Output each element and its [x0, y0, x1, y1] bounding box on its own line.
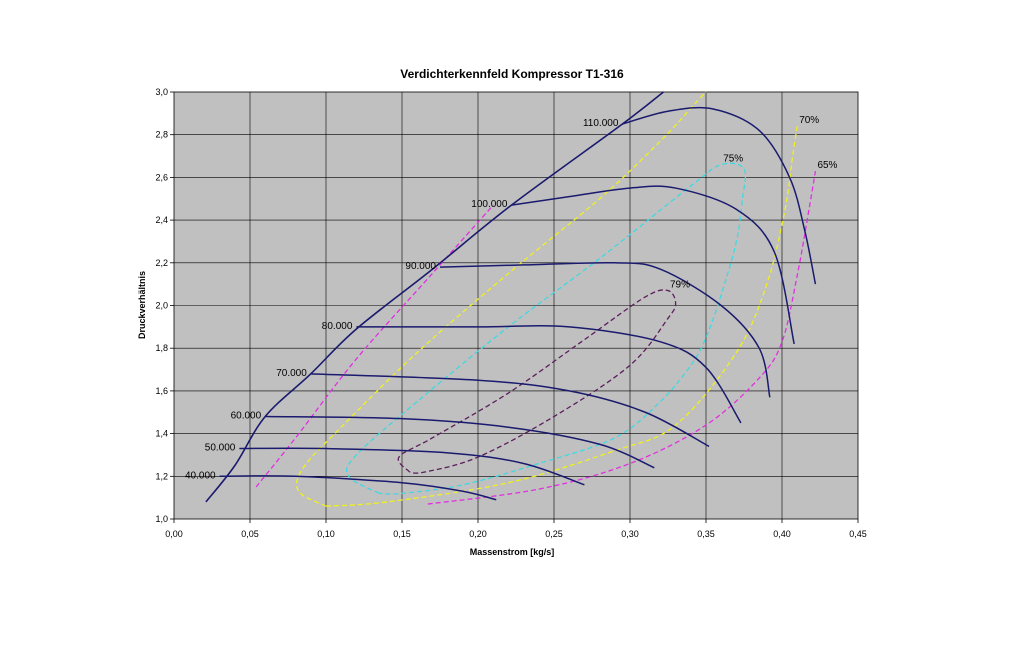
x-tick-label: 0,00 [165, 529, 183, 539]
y-tick-label: 2,2 [155, 258, 168, 268]
x-axis-title: Massenstrom [kg/s] [470, 547, 555, 557]
surge-line [205, 91, 664, 503]
x-tick-label: 0,40 [773, 529, 791, 539]
x-tick-label: 0,20 [469, 529, 487, 539]
speed-line-40000 [219, 475, 497, 501]
speed-line-80000 [356, 325, 742, 424]
efficiency-label: 75% [723, 154, 743, 165]
speed-lines [205, 91, 817, 503]
efficiency-label: 70% [799, 115, 819, 126]
x-tick-label: 0,35 [697, 529, 715, 539]
y-tick-label: 2,8 [155, 130, 168, 140]
y-tick-label: 1,6 [155, 386, 168, 396]
y-tick-label: 3,0 [155, 87, 168, 97]
x-tick-labels: 0,00 0,05 0,10 0,15 0,20 0,25 0,30 0,35 0,40 0,45 [165, 529, 867, 539]
efficiency-label: 79% [670, 280, 690, 291]
y-tick-label: 2,0 [155, 301, 168, 311]
speed-line-60000 [265, 415, 655, 469]
efficiency-contour-70 [295, 91, 707, 507]
efficiency-contours [255, 91, 817, 507]
efficiency-contour-70-branch [325, 126, 798, 507]
efficiency-contour-65-branch [427, 170, 817, 505]
x-tick-label: 0,10 [317, 529, 335, 539]
plot-border [173, 91, 859, 520]
y-tick-labels: 1,0 1,2 1,4 1,6 1,8 2,0 2,2 2,4 2,6 2,8 3,0 [155, 87, 168, 524]
x-tick-label: 0,05 [241, 529, 259, 539]
speed-line-70000 [310, 373, 710, 448]
y-tick-label: 2,6 [155, 172, 168, 182]
y-tick-label: 1,8 [155, 343, 168, 353]
y-tick-label: 1,0 [155, 514, 168, 524]
x-tick-label: 0,15 [393, 529, 411, 539]
speed-line-label: 70.000 [276, 368, 307, 379]
efficiency-contour-65 [255, 204, 494, 488]
speed-line-label: 60.000 [231, 411, 262, 422]
curve-labels: 79% 75% 70% 65% 40.000 50.000 60.000 70.000 80.0… [185, 115, 838, 481]
x-tick-label: 0,45 [849, 529, 867, 539]
speed-line-label: 40.000 [185, 470, 216, 481]
speed-line-50000 [239, 447, 585, 486]
efficiency-contour-79 [397, 289, 677, 474]
speed-line-label: 90.000 [405, 261, 436, 272]
speed-line-110000 [622, 106, 817, 285]
y-tick-label: 1,2 [155, 471, 168, 481]
chart-title: Verdichterkennfeld Kompressor T1-316 [400, 67, 624, 81]
speed-line-100000 [511, 185, 795, 345]
y-tick-label: 2,4 [155, 215, 168, 225]
speed-line-label: 80.000 [322, 321, 353, 332]
speed-line-label: 100.000 [471, 199, 508, 210]
axes [170, 91, 859, 523]
x-tick-label: 0,30 [621, 529, 639, 539]
x-tick-label: 0,25 [545, 529, 563, 539]
y-tick-label: 1,4 [155, 429, 168, 439]
y-axis-title: Druckverhältnis [137, 271, 147, 339]
speed-line-90000 [439, 261, 771, 398]
speed-line-label: 50.000 [205, 443, 236, 454]
speed-line-label: 110.000 [583, 118, 619, 129]
efficiency-label: 65% [817, 160, 837, 171]
